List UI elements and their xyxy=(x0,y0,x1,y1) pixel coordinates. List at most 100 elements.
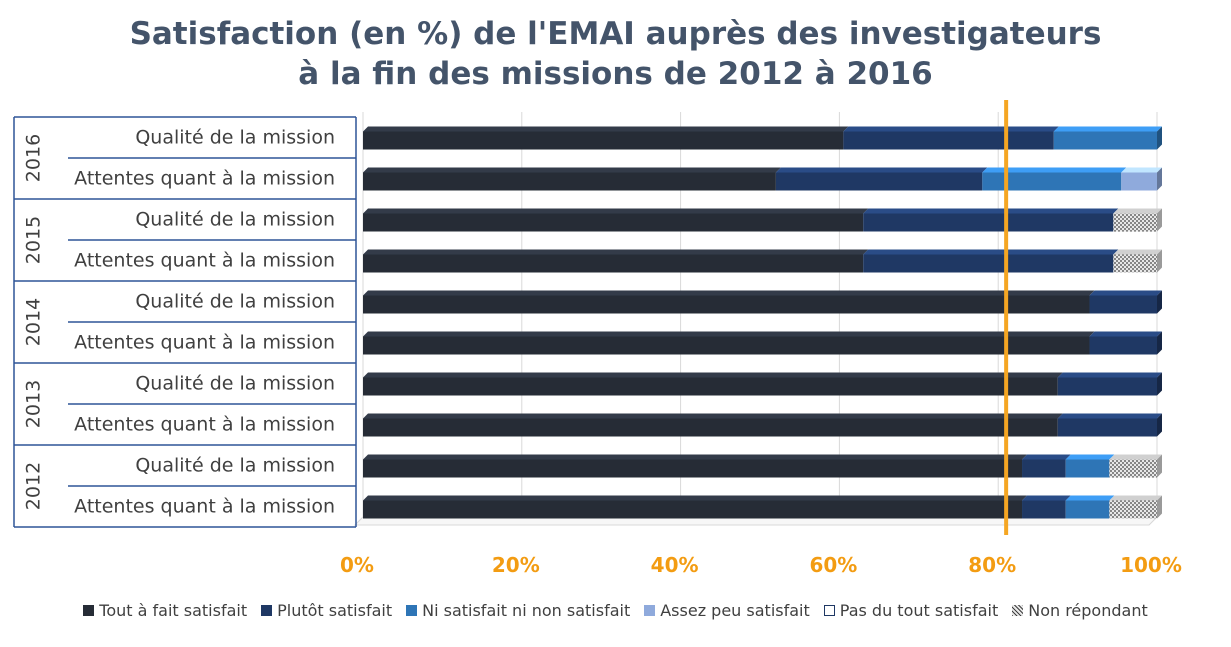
category-label: Attentes quant à la mission xyxy=(74,414,335,436)
bar-segment xyxy=(363,254,864,273)
legend-swatch xyxy=(823,604,835,616)
bar-side-face xyxy=(1157,331,1162,355)
bar-segment xyxy=(363,418,1058,437)
bar-segment-top xyxy=(1065,454,1115,460)
legend-item: Tout à fait satisfait xyxy=(83,601,247,620)
bar-segment xyxy=(1089,295,1157,314)
category-label: Attentes quant à la mission xyxy=(74,496,335,518)
category-label: Qualité de la mission xyxy=(135,455,335,477)
category-label: Qualité de la mission xyxy=(135,127,335,149)
category-label: Qualité de la mission xyxy=(135,209,335,231)
bar-segment-top xyxy=(1065,495,1115,501)
bar-segment xyxy=(1057,418,1157,437)
bar-side-face xyxy=(1157,126,1162,150)
bar-segment xyxy=(1113,213,1157,232)
bar-segment xyxy=(363,459,1023,478)
bar-side-face xyxy=(1157,413,1162,437)
bar-segment xyxy=(1022,500,1066,519)
bar-segment xyxy=(363,295,1090,314)
bar-side-face xyxy=(1157,290,1162,314)
bar-segment xyxy=(363,336,1090,355)
legend-item: Non répondant xyxy=(1012,601,1148,620)
category-label: Qualité de la mission xyxy=(135,291,335,313)
bar-segment-top xyxy=(1022,495,1071,501)
year-label: 2014 xyxy=(23,298,45,346)
category-label: Attentes quant à la mission xyxy=(74,332,335,354)
legend-label: Assez peu satisfait xyxy=(660,600,810,620)
legend-label: Non répondant xyxy=(1028,600,1148,620)
chart-plot: 0% 20% 40% 60% 80% 100% 2016 Qualité de la miss… xyxy=(13,100,1182,577)
bar-segment-top xyxy=(1121,167,1162,173)
bar-segment xyxy=(1121,172,1157,191)
chart-legend: Tout à fait satisfait Plutôt satisfait Ni … xyxy=(0,597,1231,623)
legend-swatch xyxy=(406,604,418,616)
bar-segment-top xyxy=(982,167,1127,173)
bar-segment xyxy=(863,213,1114,232)
chart-title: Satisfaction (en %) de l'EMAI auprès des… xyxy=(0,14,1231,94)
bar-segment-top xyxy=(1109,454,1162,460)
bar-segment xyxy=(1022,459,1066,478)
bar-segment xyxy=(775,172,983,191)
bar-segment xyxy=(1057,377,1157,396)
bar-segment xyxy=(363,500,1023,519)
legend-swatch xyxy=(644,604,656,616)
bar-side-face xyxy=(1157,208,1162,232)
bar-segment-top xyxy=(363,454,1028,460)
bar-segment-top xyxy=(1089,331,1162,337)
legend-item: Plutôt satisfait xyxy=(261,601,392,620)
bar-segment xyxy=(1113,254,1157,273)
bar-segment xyxy=(1053,131,1157,150)
year-label: 2016 xyxy=(23,134,45,182)
x-tick-label: 80% xyxy=(968,553,1016,577)
bar-segment-top xyxy=(863,208,1119,214)
bar-segment-top xyxy=(1057,413,1162,419)
bar-segment xyxy=(363,172,776,191)
x-tick-label: 40% xyxy=(651,553,699,577)
bar-segment xyxy=(363,377,1058,396)
legend-label: Ni satisfait ni non satisfait xyxy=(422,600,631,620)
bar-segment-top xyxy=(1089,290,1162,296)
bar-segment-top xyxy=(363,249,869,255)
legend-swatch xyxy=(1012,604,1024,616)
category-label: Attentes quant à la mission xyxy=(74,250,335,272)
legend-item: Assez peu satisfait xyxy=(644,601,810,620)
chart-title-line-1: Satisfaction (en %) de l'EMAI auprès des… xyxy=(129,16,1102,52)
bar-segment xyxy=(1065,500,1110,519)
bar-segment xyxy=(363,213,864,232)
bar-segment xyxy=(1109,459,1157,478)
bar-segment xyxy=(982,172,1122,191)
legend-label: Tout à fait satisfait xyxy=(99,600,248,620)
legend-swatch xyxy=(83,604,95,616)
bar-segment-top xyxy=(775,167,988,173)
bar-side-face xyxy=(1157,167,1162,191)
bar-segment-top xyxy=(363,208,869,214)
bar-segment-top xyxy=(363,372,1063,378)
year-label: 2012 xyxy=(23,462,45,510)
bar-segment-top xyxy=(1113,249,1162,255)
x-tick-label: 100% xyxy=(1120,553,1182,577)
bar-segment-top xyxy=(1113,208,1162,214)
bar-segment-top xyxy=(1057,372,1162,378)
bar-side-face xyxy=(1157,495,1162,519)
chart-title-line-2: à la fin des missions de 2012 à 2016 xyxy=(298,56,933,92)
year-label: 2015 xyxy=(23,216,45,264)
bar-segment xyxy=(1109,500,1157,519)
legend-item: Ni satisfait ni non satisfait xyxy=(406,601,630,620)
bar-segment-top xyxy=(363,167,781,173)
bar-segment xyxy=(843,131,1054,150)
bar-segment-top xyxy=(363,126,849,132)
legend-label: Pas du tout satisfait xyxy=(839,600,999,620)
legend-swatch xyxy=(261,604,273,616)
bar-side-face xyxy=(1157,454,1162,478)
bar-segment-top xyxy=(843,126,1059,132)
bar-segment-top xyxy=(363,413,1063,419)
bar-segment-top xyxy=(363,290,1095,296)
bar-segment xyxy=(1089,336,1157,355)
bar-segment xyxy=(363,131,844,150)
bar-segment-top xyxy=(863,249,1119,255)
bar-segment-top xyxy=(363,495,1028,501)
category-label: Qualité de la mission xyxy=(135,373,335,395)
legend-item: Pas du tout satisfait xyxy=(823,600,999,620)
x-tick-label: 0% xyxy=(340,553,374,577)
bar-segment-top xyxy=(1022,454,1071,460)
